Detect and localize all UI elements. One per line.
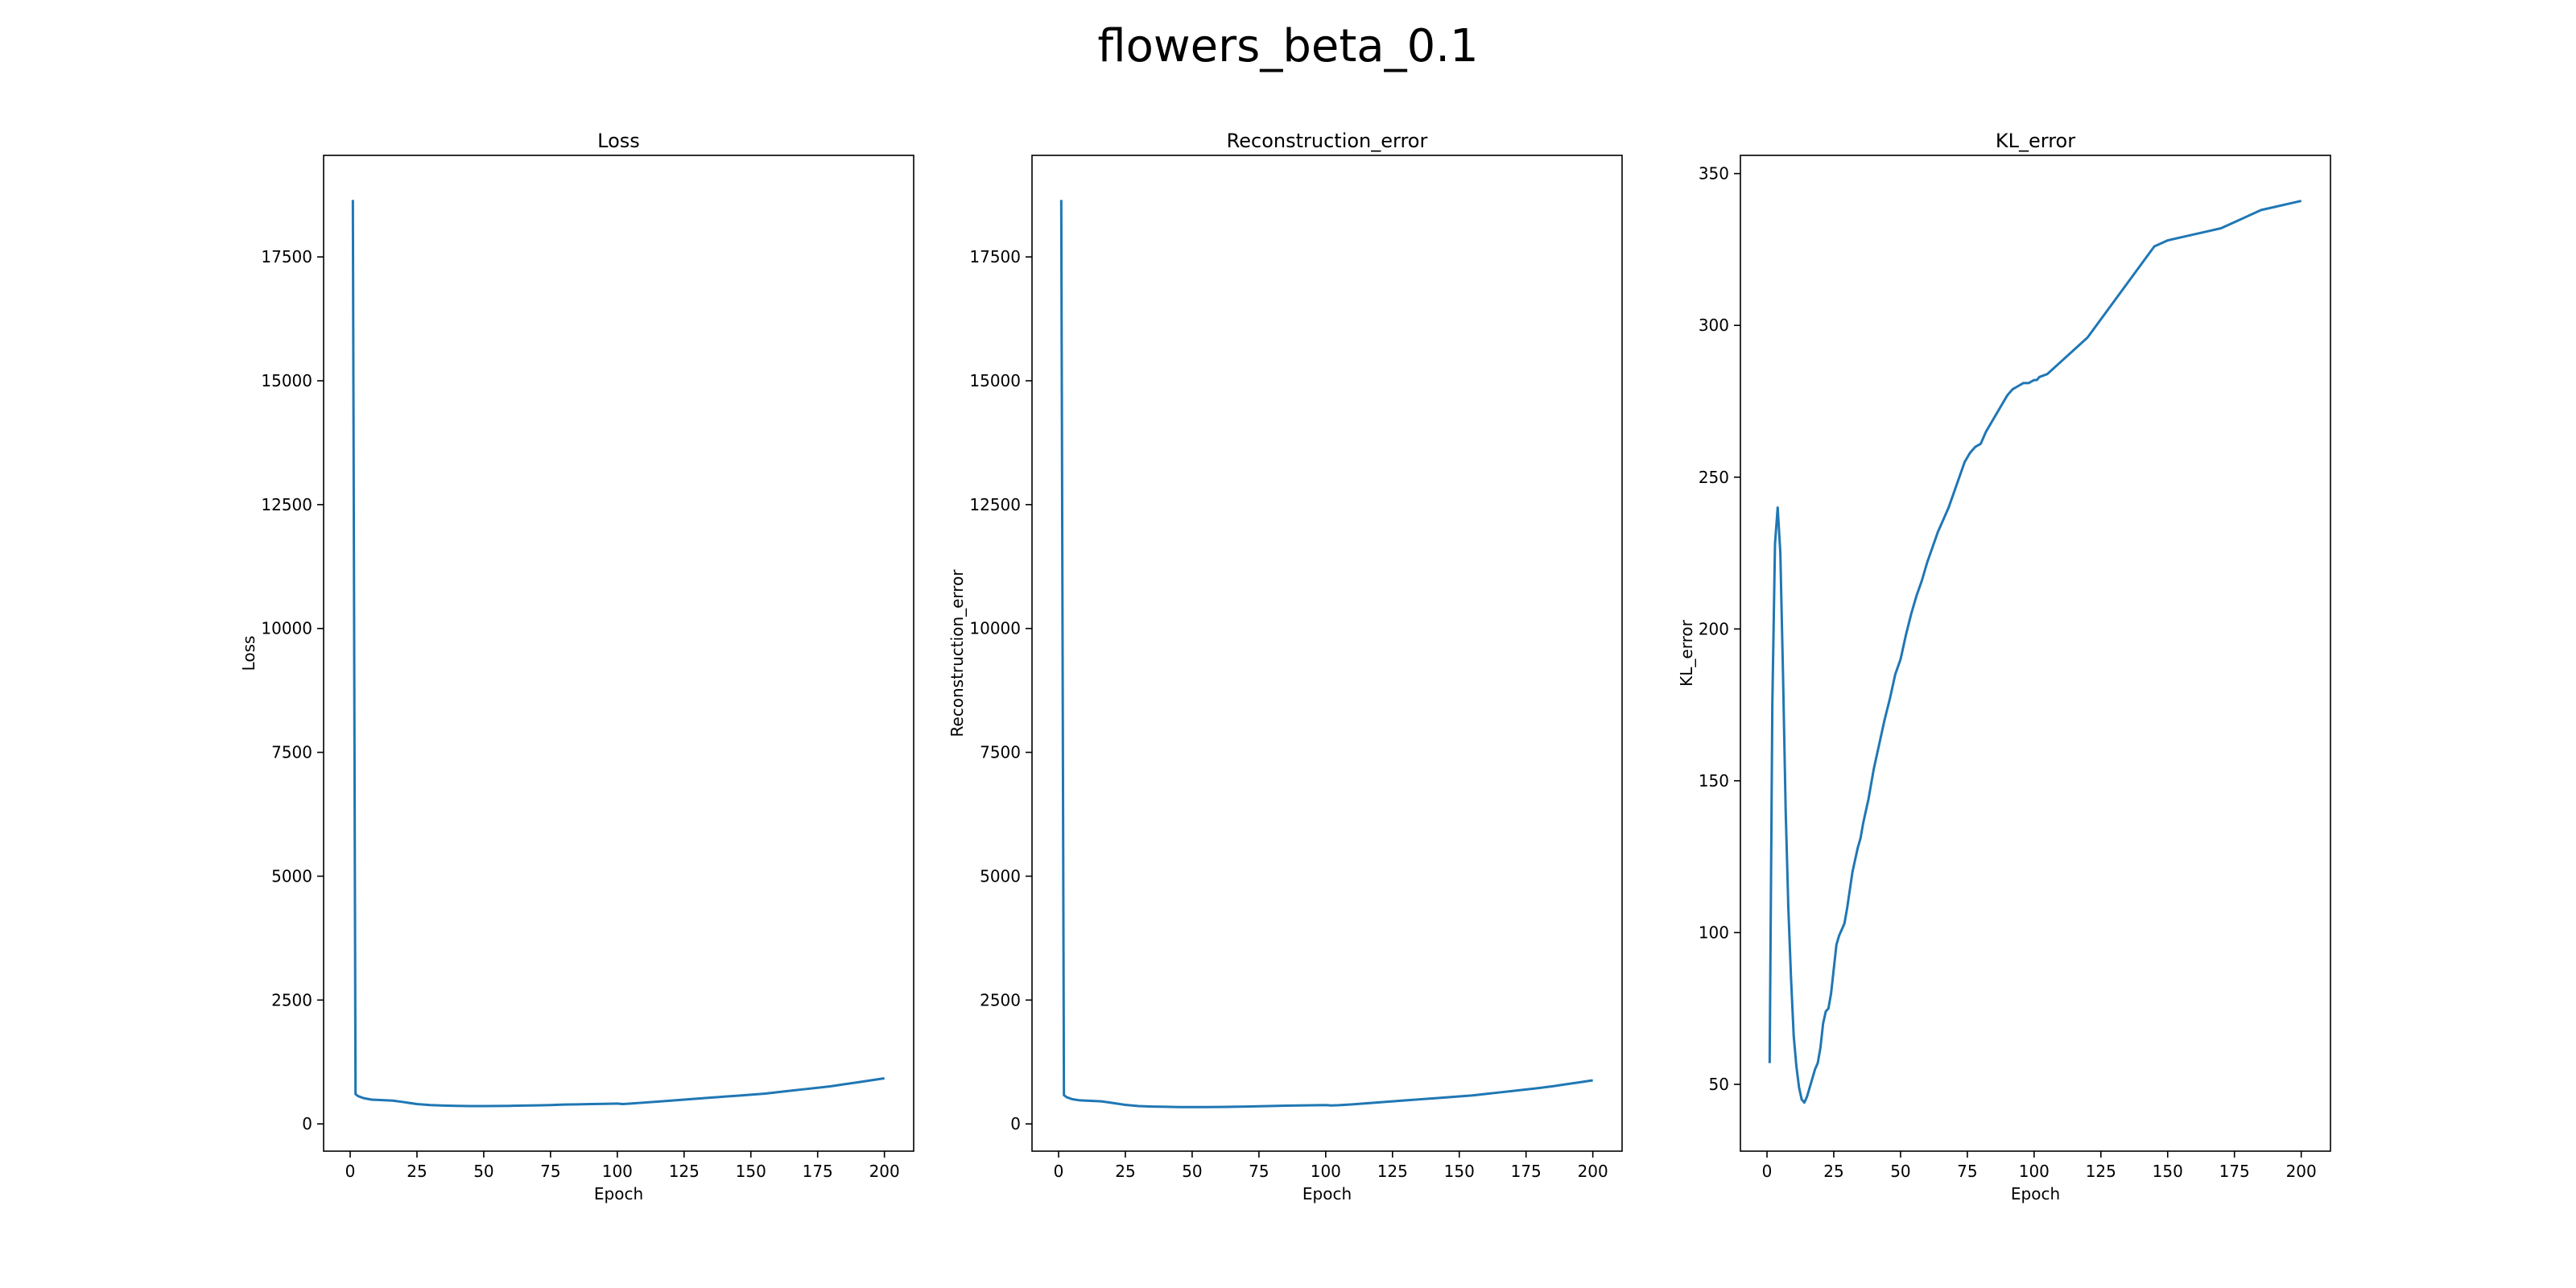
y-axis-label-1: Loss xyxy=(239,636,258,671)
y-tick-label: 2500 xyxy=(980,990,1021,1009)
subplot-title-1: Loss xyxy=(597,130,640,152)
y-axis-label-2: Reconstruction_error xyxy=(947,569,967,737)
x-axis-label-2: Epoch xyxy=(1302,1184,1352,1203)
x-tick-label: 25 xyxy=(407,1162,427,1181)
subplots: 0 25 50 75 100 125 150 175 200025005000750010000… xyxy=(239,130,2331,1203)
y-tick-label: 50 xyxy=(1709,1075,1729,1094)
y-tick-label: 350 xyxy=(1699,164,1729,184)
y-axis-label-3: KL_error xyxy=(1677,619,1696,686)
y-tick-label: 200 xyxy=(1699,619,1729,638)
x-tick-label: 0 xyxy=(345,1162,356,1181)
y-tick-label: 17500 xyxy=(969,247,1021,266)
x-tick-label: 75 xyxy=(540,1162,560,1181)
y-tick-label: 5000 xyxy=(271,866,312,886)
subplot-2: 0 25 50 75 100 125 150 175 200 0 2500 5000 7500 10000… xyxy=(947,130,1623,1203)
x-tick-label: 175 xyxy=(803,1162,833,1181)
y-tick-label: 12500 xyxy=(261,495,312,514)
y-tick-label: 0 xyxy=(302,1114,312,1133)
x-tick-label: 125 xyxy=(2086,1162,2116,1181)
x-axis-label-3: Epoch xyxy=(2011,1184,2060,1203)
series-line-2 xyxy=(1059,200,1593,1108)
y-tick-label: 10000 xyxy=(261,619,312,638)
x-axis-label-1: Epoch xyxy=(594,1184,643,1203)
y-tick-label: 10000 xyxy=(969,619,1021,638)
x-tick-label: 150 xyxy=(2153,1162,2183,1181)
y-tick-label: 150 xyxy=(1699,771,1729,791)
series-line-3 xyxy=(1768,200,2302,1104)
x-tick-label: 200 xyxy=(1578,1162,1608,1181)
x-tick-label: 0 xyxy=(1054,1162,1064,1181)
y-tick-label: 2500 xyxy=(271,990,312,1009)
y-tick-label: 250 xyxy=(1699,468,1729,487)
x-tick-label: 50 xyxy=(1182,1162,1202,1181)
y-tick-label: 100 xyxy=(1699,923,1729,942)
x-tick-label: 50 xyxy=(1890,1162,1910,1181)
subplot-title-2: Reconstruction_error xyxy=(1227,130,1428,152)
x-tick-label: 100 xyxy=(602,1162,633,1181)
axes-frame-1 xyxy=(323,155,914,1152)
y-tick-label: 15000 xyxy=(969,371,1021,390)
x-tick-label: 0 xyxy=(1762,1162,1773,1181)
x-tick-label: 25 xyxy=(1823,1162,1843,1181)
x-tick-label: 125 xyxy=(669,1162,700,1181)
axes-frame-2 xyxy=(1031,155,1623,1152)
x-tick-label: 200 xyxy=(869,1162,900,1181)
x-tick-label: 50 xyxy=(473,1162,493,1181)
x-tick-label: 200 xyxy=(2286,1162,2317,1181)
series-line-1 xyxy=(351,200,885,1108)
x-tick-label: 125 xyxy=(1377,1162,1408,1181)
y-tick-label: 5000 xyxy=(980,866,1021,886)
x-tick-label: 100 xyxy=(1311,1162,1341,1181)
y-tick-label: 17500 xyxy=(261,247,312,266)
subplot-1: 0 25 50 75 100 125 150 175 200 0 2500 5000 7500 10000… xyxy=(239,130,914,1203)
y-tick-label: 7500 xyxy=(271,743,312,762)
y-tick-label: 7500 xyxy=(980,743,1021,762)
figure-suptitle: flowers_beta_0.1 xyxy=(1097,20,1478,72)
x-tick-label: 25 xyxy=(1115,1162,1135,1181)
y-tick-label: 0 xyxy=(1010,1114,1021,1133)
y-tick-label: 15000 xyxy=(261,371,312,390)
y-tick-label: 300 xyxy=(1699,316,1729,335)
subplot-3: 0 25 50 75 100 125 150 175 200 50 100 150 200 250 300 3… xyxy=(1677,130,2331,1203)
x-tick-label: 150 xyxy=(1444,1162,1475,1181)
x-tick-label: 75 xyxy=(1249,1162,1269,1181)
y-tick-label: 12500 xyxy=(969,495,1021,514)
x-tick-label: 175 xyxy=(2219,1162,2250,1181)
x-tick-label: 150 xyxy=(736,1162,766,1181)
subplot-title-3: KL_error xyxy=(1996,130,2075,152)
x-tick-label: 100 xyxy=(2019,1162,2050,1181)
x-tick-label: 75 xyxy=(1957,1162,1977,1181)
x-tick-label: 175 xyxy=(1511,1162,1542,1181)
axes-frame-3 xyxy=(1740,155,2331,1152)
